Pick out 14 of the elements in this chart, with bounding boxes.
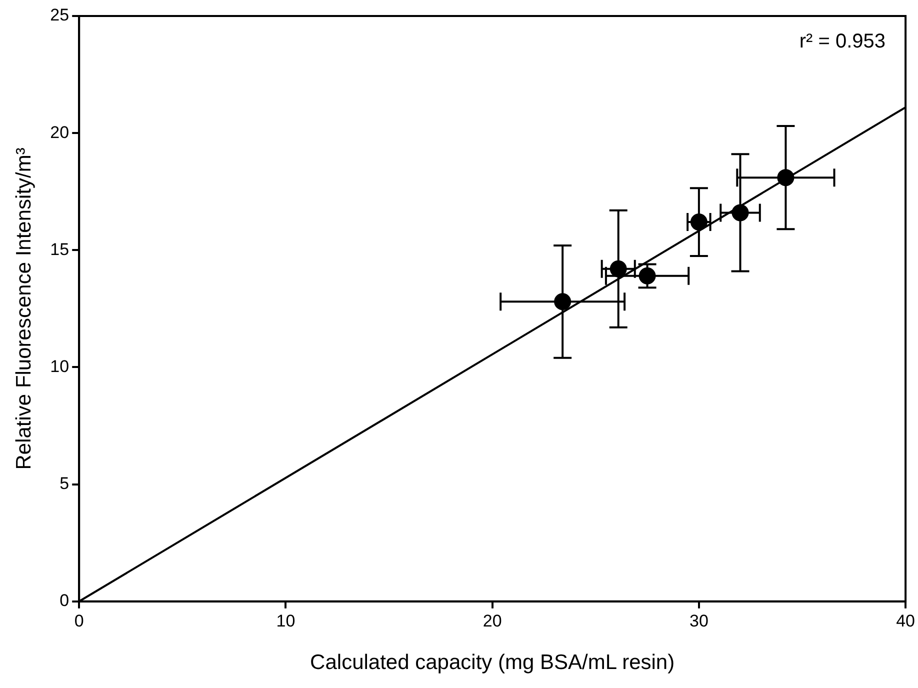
x-tick-label: 40: [896, 611, 916, 630]
y-tick-label: 0: [60, 591, 70, 610]
annotation: r² = 0.953: [799, 30, 886, 53]
y-tick-label: 5: [60, 474, 70, 494]
y-axis-title: Relative Fluorescence Intensity/m³: [12, 148, 36, 470]
y-tick-label: 25: [50, 6, 70, 25]
x-tick-label: 20: [482, 611, 502, 630]
y-tick-label: 20: [50, 122, 70, 142]
y-tick-label: 15: [50, 240, 70, 259]
x-tick-label: 10: [276, 611, 296, 630]
y-tick-label: 10: [50, 356, 70, 376]
x-axis-title: Calculated capacity (mg BSA/mL resin): [310, 651, 675, 674]
x-tick-label: 30: [689, 611, 708, 630]
x-tick-label: 0: [74, 611, 84, 630]
